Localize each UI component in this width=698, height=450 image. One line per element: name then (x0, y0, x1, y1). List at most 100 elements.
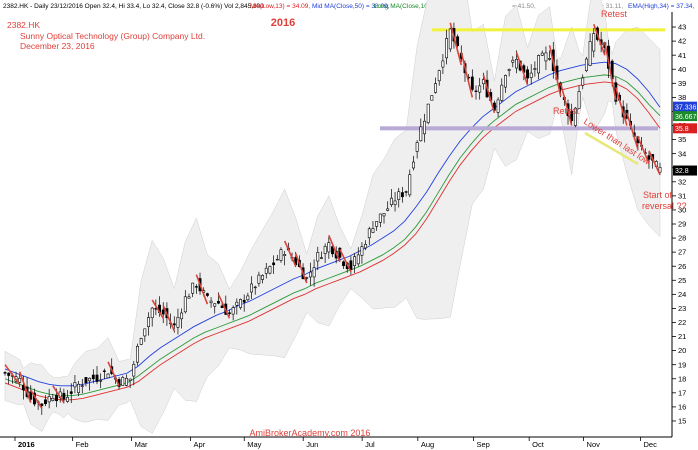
candle-body (544, 52, 548, 62)
lower-low-marker (584, 131, 639, 166)
candle-body (456, 36, 460, 46)
y-tick-label: 41 (678, 51, 686, 60)
candle-body (507, 69, 511, 71)
y-tick-label: 16 (678, 402, 686, 411)
y-tick-label: 30 (678, 206, 686, 215)
candle-body (3, 372, 7, 374)
candle-body (99, 380, 103, 382)
x-tick-label: Jul (365, 440, 375, 449)
candle-body (316, 252, 320, 262)
candle-body (51, 398, 55, 401)
x-tick-label: Sep (477, 440, 490, 449)
y-tick-label: 19 (678, 360, 686, 369)
candle-body (367, 228, 371, 239)
annotation-retest-top: Retest (601, 9, 628, 19)
candle-body (647, 155, 651, 160)
price-tag-bg (673, 111, 697, 122)
trend-segment (30, 389, 43, 409)
candle-body (426, 103, 430, 123)
candle-body (183, 296, 187, 313)
price-tag-label: 35.8 (675, 126, 689, 133)
candle-body (242, 299, 246, 303)
ticker-label: 2382.HK (7, 20, 40, 30)
candle-body (448, 28, 452, 50)
candle-body (231, 307, 235, 315)
candle-body (445, 38, 449, 59)
candle-body (261, 275, 265, 280)
candle-body (44, 399, 47, 405)
chart-header-info: 2382.HK - Daily 23/12/2016 Open 32.4, Hi… (3, 3, 264, 10)
candle-body (216, 300, 220, 304)
candle-body (136, 346, 139, 363)
annotation-reversal-2: reversal ?? (642, 201, 687, 211)
candle-body (180, 312, 184, 320)
candle-body (187, 296, 191, 299)
y-tick-label: 22 (678, 318, 686, 327)
y-tick-label: 18 (678, 374, 686, 383)
y-tick-label: 43 (678, 23, 686, 32)
candle-body (283, 254, 287, 256)
candle-body (102, 370, 106, 372)
candle-body (430, 95, 434, 101)
trend-segment (637, 136, 650, 164)
trend-segment (18, 371, 32, 403)
candle-body (515, 59, 518, 69)
candle-body (47, 396, 51, 403)
trend-segment (107, 361, 120, 387)
candle-body (139, 338, 143, 345)
support-line (380, 126, 658, 131)
ma-long-readout: Long MA(Close,100) = 38.24, (374, 3, 459, 10)
trend-segment (460, 52, 474, 98)
candle-body (353, 256, 357, 266)
candle-body (570, 110, 574, 121)
ma-mid-readout: Mid MA(Close,50) = 38.09, (312, 3, 390, 10)
candle-body (272, 262, 276, 266)
candle-body (55, 394, 58, 402)
trend-segment (283, 240, 297, 267)
candle-body (257, 274, 261, 284)
trend-segment (162, 305, 176, 332)
y-tick-label: 21 (678, 332, 686, 341)
candle-body (209, 300, 213, 304)
candle-body (529, 72, 533, 78)
candle-body (474, 90, 478, 92)
candle-body (548, 58, 552, 60)
ma-other2-readout: = 31.11, (600, 3, 623, 10)
candle-body (378, 213, 382, 223)
candle-body (364, 244, 368, 249)
watermark: AmiBrokerAcademy.com 2016 (250, 428, 371, 438)
x-tick-label: Mar (135, 440, 148, 449)
candle-body (143, 328, 147, 337)
trend-segment (217, 294, 231, 319)
price-tags: 37.3362 36.6675 35.8 32.8 (673, 101, 698, 176)
candle-body (88, 377, 92, 382)
candle-body (356, 254, 360, 265)
candle-body (77, 383, 81, 393)
price-tag-bg (673, 165, 697, 176)
y-tick-label: 42 (678, 37, 686, 46)
candle-body (400, 192, 404, 198)
y-tick-label: 25 (678, 276, 686, 285)
x-tick-label: Nov (587, 440, 601, 449)
candle-body (423, 120, 426, 135)
x-tick-label: Feb (76, 440, 89, 449)
candle-body (349, 260, 353, 271)
candle-body (161, 309, 165, 315)
candle-body (268, 266, 272, 274)
chart-title: 2016 (271, 17, 295, 29)
annotation-retest-mid: Retest (553, 106, 580, 116)
candle-body (584, 58, 588, 71)
candle-body (481, 79, 485, 85)
band-area (4, 0, 661, 434)
candle-body (500, 84, 504, 101)
horizontal-lines (380, 28, 665, 131)
trend-segment (648, 150, 661, 176)
candle-body (147, 317, 150, 327)
x-axis-ticks: 2016 Feb Mar Apr May Jun Jul Aug Sep Oct Nov Dec (14, 437, 657, 449)
candle-body (95, 374, 99, 382)
candle-body (124, 378, 128, 386)
annotation-reversal-1: Start of (643, 190, 673, 200)
trend-segment (195, 274, 209, 305)
candle-body (40, 403, 44, 407)
y-tick-label: 32 (678, 177, 686, 186)
